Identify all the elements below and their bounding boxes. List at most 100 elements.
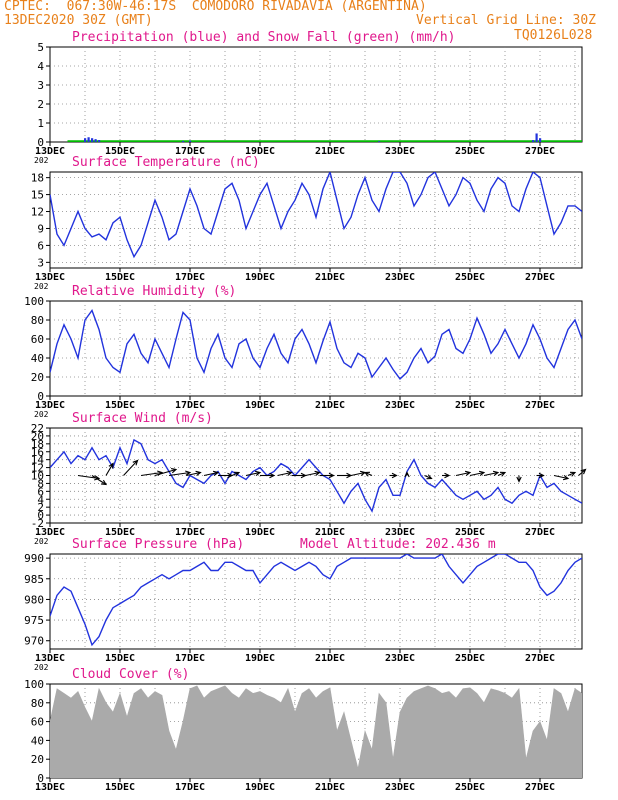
cloud-ytick-label: 40 [31, 734, 44, 747]
rh-xtick-label: 17DEC [175, 400, 205, 411]
temp-xtick-label: 23DEC [385, 272, 415, 283]
press-subtitle: Model Altitude: 202.436 m [300, 537, 496, 552]
header-station: CPTEC: 067:30W-46:17S COMODORO RIVADAVIA… [4, 0, 427, 14]
precip-xtick-label: 13DEC [35, 146, 65, 157]
cloud-xtick-label: 23DEC [385, 782, 415, 793]
precip-ytick-label: 5 [37, 41, 44, 54]
wind-ytick-label: 16 [31, 446, 44, 459]
wind-arrow-head [516, 476, 522, 483]
press-frame [49, 553, 583, 650]
wind-arrow-head [404, 471, 410, 478]
precip-bar [189, 140, 192, 142]
wind-arrow-head [286, 470, 293, 477]
precip-bar [98, 140, 101, 142]
press-xtick-label: 17DEC [175, 653, 205, 664]
rh-xtick-label: 23DEC [385, 400, 415, 411]
wind-arrow [245, 471, 261, 477]
press-title: Surface Pressure (hPa) [72, 537, 244, 552]
press-ytick-label: 985 [24, 573, 44, 586]
rh-xtick-label: 19DEC [245, 400, 275, 411]
temp-ytick-label: 9 [37, 222, 44, 235]
wind-xtick-label: 17DEC [175, 527, 205, 538]
press-xtick-label: 19DEC [245, 653, 275, 664]
temp-ytick-label: 15 [31, 189, 44, 202]
wind-arrow-head [100, 479, 108, 486]
wind-arrow [455, 471, 471, 477]
wind-arrow [553, 474, 569, 480]
rh-xtick-label: 15DEC [105, 400, 135, 411]
press-xtick-label: 23DEC [385, 653, 415, 664]
wind-arrow-head [328, 472, 335, 479]
cloud-xtick-label: 17DEC [175, 782, 205, 793]
header-grid-line: Vertical Grid Line: 30Z [416, 13, 597, 28]
wind-ytick-label: 12 [31, 462, 44, 475]
header-code: TQ0126L028 [514, 28, 593, 43]
rh-ytick-label: 20 [31, 371, 44, 384]
wind-arrow [168, 471, 191, 477]
rh-ytick-label: 40 [31, 352, 44, 365]
precip-bar [182, 141, 185, 142]
temp-year-label: 202 [34, 282, 49, 291]
temp-xtick-label: 25DEC [455, 272, 485, 283]
precip-bar [378, 141, 381, 142]
press-xtick-label: 27DEC [525, 653, 555, 664]
precip-bar [535, 133, 538, 142]
precip-bar [532, 140, 535, 142]
wind-arrow-head [171, 468, 178, 474]
cloud-ytick-label: 80 [31, 697, 44, 710]
rh-ytick-label: 100 [24, 295, 44, 308]
wind-arrow [123, 460, 138, 476]
wind-arrow-head [108, 462, 114, 469]
press-xtick-label: 25DEC [455, 653, 485, 664]
wind-xtick-label: 23DEC [385, 527, 415, 538]
wind-ytick-label: 8 [37, 477, 44, 490]
wind-year-label: 202 [34, 537, 49, 546]
rh-line [50, 309, 582, 380]
wind-arrow [154, 468, 177, 477]
wind-arrow-head [212, 470, 220, 477]
wind-arrow-head [562, 474, 570, 481]
wind-title: Surface Wind (m/s) [72, 411, 213, 426]
precip-xtick-label: 21DEC [315, 146, 345, 157]
precip-xtick-label: 19DEC [245, 146, 275, 157]
press-xtick-label: 15DEC [105, 653, 135, 664]
cloud-ytick-label: 60 [31, 716, 44, 729]
wind-xtick-label: 13DEC [35, 527, 65, 538]
wind-arrow-head [569, 471, 577, 477]
press-ytick-label: 970 [24, 635, 44, 648]
wind-arrow-head [94, 475, 101, 481]
wind-ytick-label: 22 [31, 422, 44, 435]
precip-ytick-label: 1 [37, 117, 44, 130]
cloud-xtick-label: 27DEC [525, 782, 555, 793]
rh-xtick-label: 27DEC [525, 400, 555, 411]
press-xtick-label: 13DEC [35, 653, 65, 664]
wind-ytick-label: 18 [31, 438, 44, 451]
wind-xtick-label: 25DEC [455, 527, 485, 538]
precip-bar [84, 138, 87, 142]
press-ytick-label: 990 [24, 552, 44, 565]
rh-xtick-label: 21DEC [315, 400, 345, 411]
temp-ytick-label: 3 [37, 256, 44, 269]
wind-arrow [350, 471, 366, 477]
cloud-ytick-label: 0 [37, 772, 44, 785]
wind-ytick-label: 6 [37, 485, 44, 498]
wind-ytick-label: -2 [31, 517, 44, 530]
wind-arrow-head [269, 472, 276, 479]
wind-arrow-head [426, 474, 433, 480]
wind-arrow [105, 463, 114, 476]
precip-xtick-label: 15DEC [105, 146, 135, 157]
rh-frame [49, 300, 583, 397]
temp-xtick-label: 13DEC [35, 272, 65, 283]
wind-ytick-label: 14 [31, 454, 45, 467]
precip-xtick-label: 27DEC [525, 146, 555, 157]
wind-xtick-label: 19DEC [245, 527, 275, 538]
cloud-area [50, 685, 582, 778]
wind-arrow [140, 471, 163, 477]
wind-arrow-head [478, 470, 486, 477]
cloud-ytick-label: 20 [31, 753, 44, 766]
wind-arrow-head [391, 472, 398, 479]
precip-title: Precipitation (blue) and Snow Fall (gree… [72, 30, 456, 45]
wind-arrow [305, 471, 320, 477]
wind-arrow-head [132, 459, 139, 466]
